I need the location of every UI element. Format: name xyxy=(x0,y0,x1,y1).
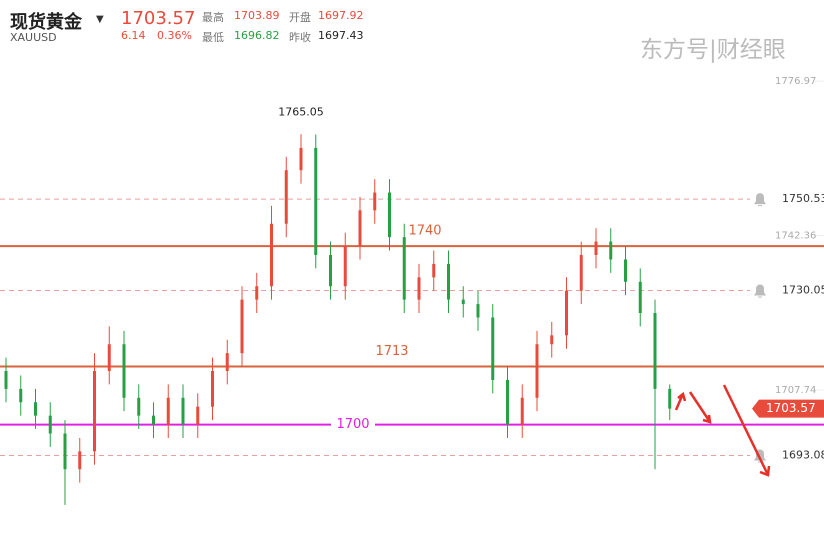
candle-body xyxy=(196,406,200,425)
candle-body xyxy=(34,402,37,416)
stat-value: 1697.92 xyxy=(318,9,364,22)
candle-body xyxy=(388,192,391,238)
candle-body xyxy=(653,313,657,389)
candle-body xyxy=(211,371,214,407)
candle-body xyxy=(432,263,436,278)
candle-body xyxy=(181,397,185,425)
candle-body xyxy=(19,388,23,403)
y-tick-label: 1707.74 xyxy=(775,385,816,396)
candle-body xyxy=(255,286,259,300)
price: 1703.57 xyxy=(121,8,196,29)
y-tick-label: 1776.97 xyxy=(775,76,816,87)
bell-icon xyxy=(754,193,766,207)
peak-label: 1765.05 xyxy=(278,105,324,118)
candle-body xyxy=(609,241,613,260)
candle-body xyxy=(122,344,126,398)
stat-value: 1696.82 xyxy=(234,29,280,42)
y-tick-label: 1742.36 xyxy=(775,231,816,242)
alert-label: 1730.05 xyxy=(782,283,824,296)
candle-body xyxy=(461,299,465,305)
arrow-down xyxy=(722,384,771,477)
level-label: 1700 xyxy=(336,417,369,432)
candle-body xyxy=(447,263,450,300)
change: 6.14 xyxy=(121,29,146,42)
candle-body xyxy=(565,290,568,336)
candle-body xyxy=(166,397,170,425)
level-label: 1740 xyxy=(408,224,441,239)
candle-body xyxy=(137,397,141,416)
candle-body xyxy=(624,259,627,282)
arrow-up xyxy=(674,391,687,411)
change-pct: 0.36% xyxy=(157,29,192,42)
candle-body xyxy=(78,451,82,470)
candle-body xyxy=(225,353,229,372)
price-tag xyxy=(752,399,824,418)
stat-value: 1697.43 xyxy=(318,29,364,42)
arrow-down xyxy=(688,391,712,424)
candle-body xyxy=(299,147,303,171)
stat-label: 开盘 xyxy=(289,11,311,24)
candle-body xyxy=(343,246,347,287)
level-label-bg xyxy=(331,416,375,433)
candle-body xyxy=(93,371,96,452)
candle-body xyxy=(402,237,406,300)
candle-body xyxy=(358,210,362,247)
stat-label: 昨收 xyxy=(289,31,311,44)
price-tag-label: 1703.57 xyxy=(766,401,816,415)
candle-body xyxy=(284,170,288,224)
candle-body xyxy=(107,344,111,372)
candle-body xyxy=(491,317,495,380)
candle-body xyxy=(594,241,598,256)
candle-body xyxy=(638,281,642,314)
candle-body xyxy=(373,192,377,211)
candle-body xyxy=(417,277,421,300)
candle-body xyxy=(63,433,67,470)
stat-value: 1703.89 xyxy=(234,9,280,22)
candle-body xyxy=(476,304,480,318)
symbol: XAUUSD xyxy=(10,31,57,44)
level-label: 1713 xyxy=(375,344,408,359)
title[interactable]: 现货黄金 xyxy=(10,12,82,33)
annotation-arrows xyxy=(674,384,771,477)
candle-body xyxy=(270,223,273,287)
watermark: 东方号|财经眼 xyxy=(640,37,786,63)
stat-label: 最高 xyxy=(202,11,224,24)
candle-body xyxy=(240,299,244,354)
candle-body xyxy=(48,415,52,434)
candle-body xyxy=(4,371,8,389)
candle-body xyxy=(520,397,524,425)
alert-label: 1750.53 xyxy=(782,192,824,205)
candle-body xyxy=(579,255,583,291)
candle-body xyxy=(314,147,318,256)
stat-label: 最低 xyxy=(202,31,224,44)
candle-body xyxy=(506,379,509,425)
candle-body xyxy=(535,344,539,398)
candle-body xyxy=(152,415,155,425)
alert-label: 1693.08 xyxy=(782,448,824,461)
candle-body xyxy=(668,388,672,409)
dropdown-caret[interactable]: ▼ xyxy=(96,14,104,25)
candle-body xyxy=(550,335,554,345)
candle-body xyxy=(329,255,332,287)
bell-icon xyxy=(754,284,766,298)
